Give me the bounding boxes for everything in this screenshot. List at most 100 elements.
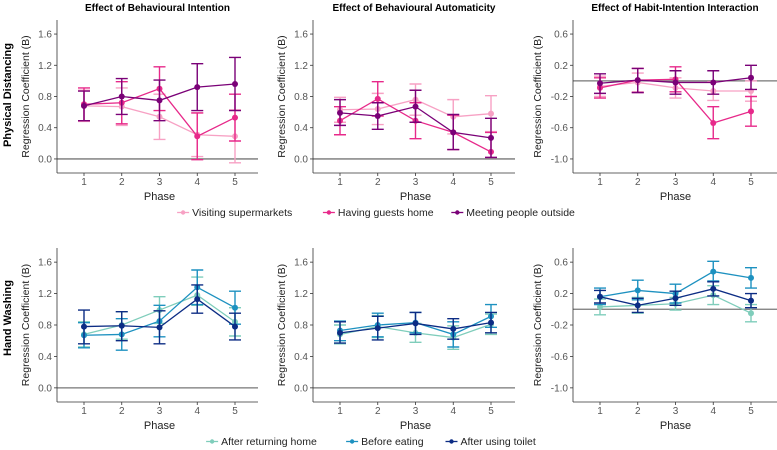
x-tick-label: 4	[450, 177, 456, 188]
y-axis-title: Regression Coefficient (B)	[532, 264, 544, 386]
panel-1: Effect of Behavioural Automaticity Regres…	[276, 3, 515, 203]
data-point	[374, 113, 381, 120]
data-point	[374, 95, 381, 102]
legend-item: Visiting supermarkets	[177, 207, 292, 219]
x-tick-label: 2	[375, 406, 381, 417]
legend-label: After using toilet	[461, 436, 536, 448]
series-after-using-toilet	[594, 281, 757, 314]
legend-1: After returning home Before eating After u…	[206, 436, 536, 448]
y-axis-title: Regression Coefficient (B)	[276, 35, 288, 157]
panel-3: Regression Coefficient (B) Phase 0.0 0.4 0.8…	[20, 248, 258, 432]
x-tick-label: 5	[488, 177, 494, 188]
x-tick-label: 2	[119, 177, 125, 188]
legend-key-point	[326, 210, 332, 215]
data-point	[232, 114, 238, 121]
x-tick-label: 4	[450, 406, 456, 417]
legend-key-point	[180, 210, 186, 215]
panel-4: Regression Coefficient (B) Phase 0.0 0.4 0.8…	[276, 248, 515, 432]
y-tick-label: 0.8	[294, 92, 308, 103]
data-point	[748, 274, 754, 281]
y-tick-label: 1.2	[294, 61, 308, 72]
data-point	[412, 103, 419, 110]
y-tick-label: 0.4	[38, 123, 52, 134]
x-tick-label: 3	[413, 177, 419, 188]
y-tick-label: 0.0	[38, 154, 52, 165]
y-tick-label: -1.0	[551, 383, 569, 394]
y-tick-label: 1.6	[294, 258, 308, 269]
y-tick-label: 0.6	[554, 30, 568, 41]
x-tick-label: 5	[488, 406, 494, 417]
y-tick-label: -1.0	[551, 154, 569, 165]
y-tick-label: 0.2	[554, 61, 568, 72]
data-point	[194, 84, 201, 91]
legend-key-point	[349, 439, 355, 444]
data-point	[748, 74, 754, 81]
x-tick-label: 1	[337, 177, 343, 188]
x-axis-title: Phase	[660, 420, 691, 432]
data-point	[232, 81, 238, 88]
x-tick-label: 1	[81, 406, 87, 417]
data-point	[748, 108, 754, 115]
data-point	[374, 325, 381, 332]
data-point	[156, 324, 163, 331]
data-point	[156, 97, 163, 104]
x-tick-label: 4	[194, 406, 200, 417]
data-point	[634, 287, 641, 294]
data-point	[672, 295, 679, 302]
y-tick-label: 1.2	[294, 289, 308, 300]
y-axis-title: Regression Coefficient (B)	[532, 35, 544, 157]
data-point	[710, 120, 717, 127]
panel-2: Effect of Habit-Intention Interaction Reg…	[532, 3, 777, 203]
legend-label: After returning home	[221, 436, 317, 448]
data-point	[232, 304, 238, 311]
x-tick-label: 5	[232, 406, 238, 417]
legend-label: Before eating	[361, 436, 424, 448]
x-tick-label: 1	[597, 177, 603, 188]
y-tick-label: 0.2	[554, 289, 568, 300]
legend-key-point	[209, 439, 215, 444]
x-tick-label: 5	[232, 177, 238, 188]
y-tick-label: 0.0	[38, 383, 52, 394]
data-point	[634, 77, 641, 84]
data-point	[710, 268, 717, 275]
legend-item: Before eating	[346, 436, 424, 448]
series-after-using-toilet	[78, 284, 241, 345]
data-point	[597, 293, 603, 300]
series-meeting-people-outside	[594, 64, 757, 95]
x-tick-label: 4	[710, 406, 716, 417]
y-tick-label: 0.4	[38, 352, 52, 363]
data-point	[194, 133, 201, 140]
panel-title: Effect of Habit-Intention Interaction	[591, 3, 758, 14]
x-tick-label: 5	[748, 177, 754, 188]
data-point	[337, 109, 343, 116]
data-point	[337, 329, 343, 336]
panel-5: Regression Coefficient (B) Phase -1.0 -0.6 -…	[532, 248, 777, 432]
x-tick-label: 3	[157, 177, 163, 188]
y-tick-label: 0.8	[38, 92, 52, 103]
series-meeting-people-outside	[334, 89, 497, 159]
data-point	[450, 129, 457, 136]
data-point	[597, 80, 603, 87]
y-axis-title: Regression Coefficient (B)	[20, 35, 32, 157]
row-label-physical-distancing: Physical Distancing	[2, 43, 14, 147]
data-point	[118, 322, 125, 329]
data-point	[634, 302, 641, 309]
x-tick-label: 2	[635, 406, 641, 417]
x-tick-label: 5	[748, 406, 754, 417]
row-label-hand-washing: Hand Washing	[2, 280, 14, 356]
legend-label: Meeting people outside	[466, 207, 575, 219]
data-point	[450, 325, 457, 332]
y-tick-label: -0.6	[551, 123, 569, 134]
x-tick-label: 4	[194, 177, 200, 188]
y-tick-label: 0.4	[294, 352, 308, 363]
data-point	[710, 285, 717, 292]
x-axis-title: Phase	[144, 420, 175, 432]
series-meeting-people-outside	[78, 56, 241, 122]
panel-title: Effect of Behavioural Intention	[85, 3, 230, 14]
y-tick-label: 1.2	[38, 289, 52, 300]
series-after-using-toilet	[334, 311, 497, 344]
data-point	[672, 79, 679, 86]
y-tick-label: 0.4	[294, 123, 308, 134]
data-point	[81, 323, 87, 330]
legend-item: After using toilet	[445, 436, 536, 448]
